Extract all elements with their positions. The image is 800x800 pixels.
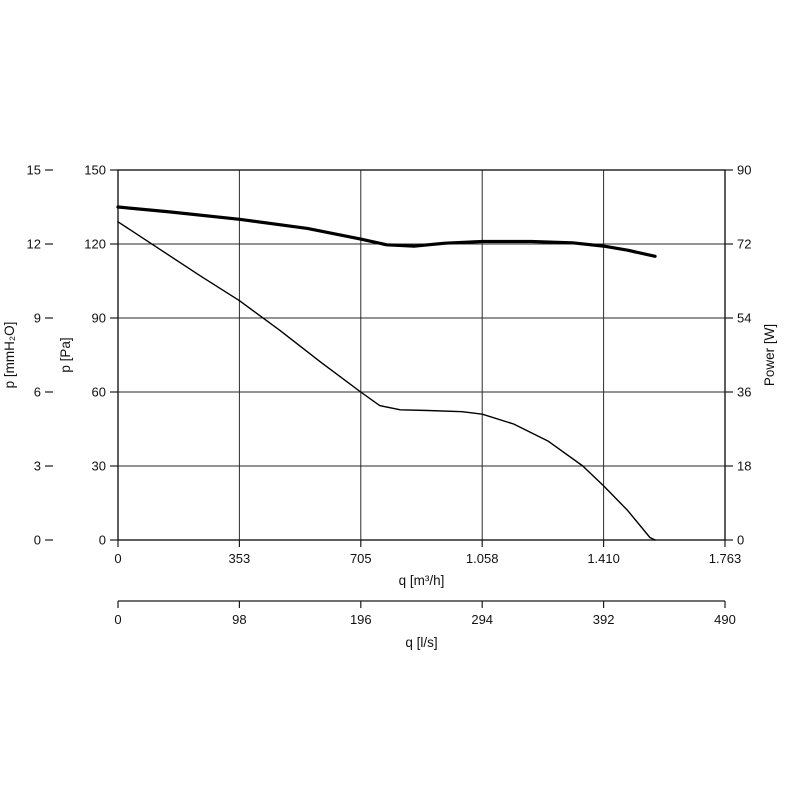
tick-label-x-secondary: 392 bbox=[593, 612, 615, 627]
tick-label-x-primary: 705 bbox=[350, 551, 372, 566]
tick-label-y-left-outer: 0 bbox=[34, 533, 41, 548]
tick-label-y-left-inner: 150 bbox=[84, 163, 106, 178]
tick-label-y-left-inner: 120 bbox=[84, 237, 106, 252]
x-primary-axis-title: q [m³/h] bbox=[399, 573, 445, 588]
plot-frame bbox=[117, 169, 726, 541]
tick-label-x-primary: 353 bbox=[229, 551, 251, 566]
tick-label-y-right: 18 bbox=[737, 459, 751, 474]
tick-label-x-secondary: 0 bbox=[114, 612, 121, 627]
tick-label-x-primary: 1.410 bbox=[587, 551, 620, 566]
tick-label-y-left-inner: 0 bbox=[99, 533, 106, 548]
tick-label-x-primary: 1.763 bbox=[709, 551, 742, 566]
tick-label-x-secondary: 196 bbox=[350, 612, 372, 627]
tick-label-x-primary: 1.058 bbox=[466, 551, 499, 566]
tick-label-y-right: 90 bbox=[737, 163, 751, 178]
tick-label-y-left-inner: 90 bbox=[92, 311, 106, 326]
tick-label-y-left-inner: 60 bbox=[92, 385, 106, 400]
tick-label-y-right: 0 bbox=[737, 533, 744, 548]
tick-label-y-left-outer: 3 bbox=[34, 459, 41, 474]
tick-label-x-secondary: 294 bbox=[471, 612, 493, 627]
tick-label-x-secondary: 98 bbox=[232, 612, 246, 627]
tick-label-x-primary: 0 bbox=[114, 551, 121, 566]
tick-label-y-left-outer: 12 bbox=[27, 237, 41, 252]
x-secondary-axis-title: q [l/s] bbox=[405, 635, 437, 650]
tick-label-y-right: 36 bbox=[737, 385, 751, 400]
tick-label-y-left-outer: 6 bbox=[34, 385, 41, 400]
tick-label-x-secondary: 490 bbox=[714, 612, 736, 627]
y-left-outer-axis-title: p [mmH₂O] bbox=[2, 322, 17, 389]
tick-label-y-right: 72 bbox=[737, 237, 751, 252]
tick-label-y-left-inner: 30 bbox=[92, 459, 106, 474]
tick-label-y-left-outer: 15 bbox=[27, 163, 41, 178]
pressure-curve bbox=[117, 221, 656, 541]
power-curve bbox=[116, 205, 657, 258]
tick-label-y-right: 54 bbox=[737, 311, 751, 326]
tick-label-y-left-outer: 9 bbox=[34, 311, 41, 326]
y-right-axis-title: Power [W] bbox=[762, 324, 777, 386]
y-left-inner-axis-title: p [Pa] bbox=[58, 337, 73, 372]
